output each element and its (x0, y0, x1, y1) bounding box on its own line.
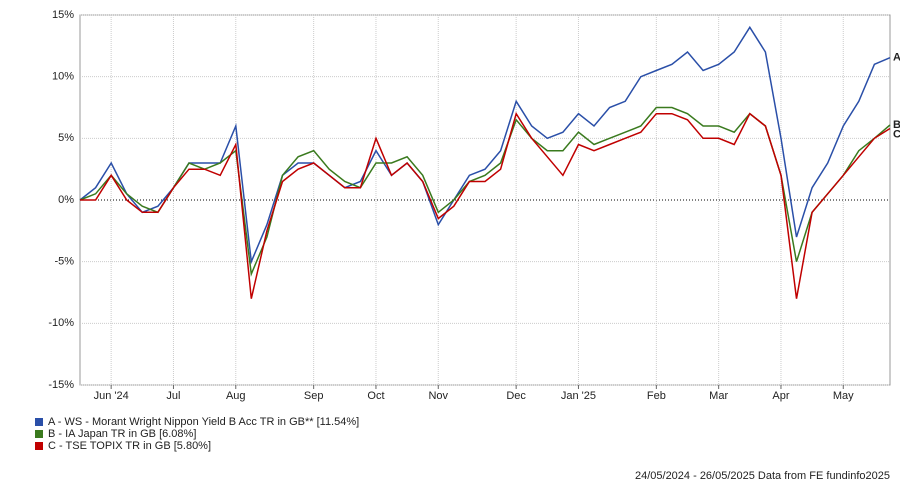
y-tick-label: -15% (48, 379, 74, 391)
legend-swatch (35, 430, 43, 438)
footer: 24/05/2024 - 26/05/2025 Data from FE fun… (635, 470, 890, 482)
x-tick-label: Jun '24 (94, 390, 129, 402)
end-label: B (893, 119, 900, 131)
x-tick-label: Sep (304, 390, 324, 402)
end-label: A (893, 52, 900, 64)
series-line (79, 106, 891, 277)
legend-swatch (35, 442, 43, 450)
x-tick-label: Aug (226, 390, 246, 402)
series-line (79, 25, 891, 265)
legend-label: A - WS - Morant Wright Nippon Yield B Ac… (48, 416, 359, 428)
x-tick-label: Feb (647, 390, 666, 402)
y-tick-label: 10% (52, 71, 74, 83)
legend-label: C - TSE TOPIX TR in GB [5.80%] (48, 440, 211, 452)
end-label: C (893, 128, 900, 140)
legend-label: B - IA Japan TR in GB [6.08%] (48, 428, 196, 440)
y-tick-label: 0% (58, 194, 74, 206)
x-tick-label: Dec (506, 390, 526, 402)
x-tick-label: Mar (709, 390, 728, 402)
series-line (80, 111, 891, 299)
y-tick-label: 15% (52, 9, 74, 21)
x-tick-label: Apr (772, 390, 789, 402)
x-tick-label: Jul (166, 390, 180, 402)
x-tick-label: May (833, 390, 854, 402)
legend-swatch (35, 418, 43, 426)
y-tick-label: 5% (58, 132, 74, 144)
x-tick-label: Nov (428, 390, 448, 402)
y-tick-label: -5% (54, 256, 74, 268)
x-tick-label: Jan '25 (561, 390, 596, 402)
y-tick-label: -10% (48, 317, 74, 329)
x-tick-label: Oct (367, 390, 384, 402)
